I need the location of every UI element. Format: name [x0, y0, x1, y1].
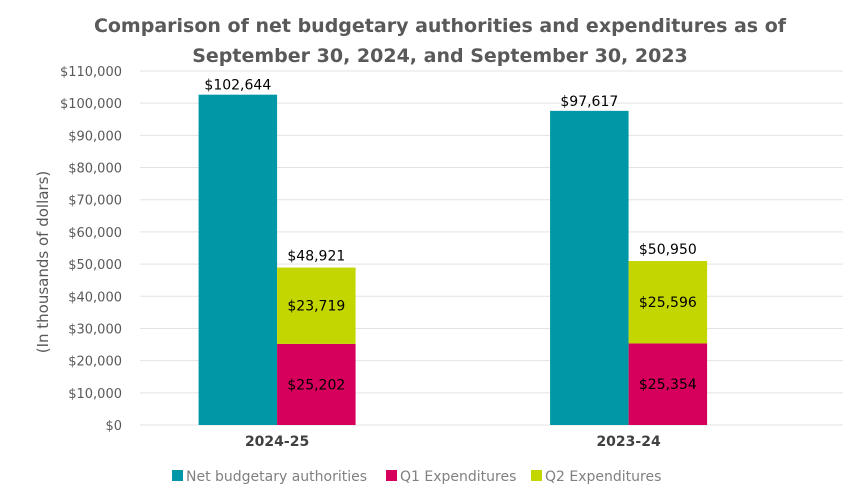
y-axis-ticks: $0 $10,000 $20,000 $30,000 $40,000 $50,000 $60…: [60, 65, 122, 434]
bar-q2-expenditures: [628, 261, 708, 344]
y-tick-label: $40,000: [68, 290, 122, 305]
data-label: $102,644: [204, 78, 271, 94]
y-tick-label: $100,000: [60, 97, 122, 112]
bar-q1-expenditures: [277, 343, 356, 425]
chart-title-line-1: Comparison of net budgetary authorities …: [94, 15, 787, 37]
x-axis-categories: 2024-25 2023-24: [245, 434, 661, 450]
data-label: $25,596: [639, 295, 697, 311]
legend-swatch: [172, 470, 183, 481]
y-tick-label: $20,000: [68, 355, 122, 370]
stack-total-label: $48,921: [287, 249, 345, 265]
data-labels: $102,644 $25,202 $23,719 $48,921 $97,617 $25,…: [204, 78, 696, 394]
y-tick-label: $80,000: [68, 162, 122, 177]
y-tick-label: $30,000: [68, 322, 122, 337]
bar-net-budgetary-authorities: [550, 110, 629, 426]
chart-title-line-2: September 30, 2024, and September 30, 20…: [192, 45, 688, 67]
legend-swatch: [531, 470, 542, 481]
data-label: $25,202: [287, 377, 345, 393]
data-label: $23,719: [287, 299, 345, 315]
stack-total-label: $50,950: [639, 242, 697, 258]
y-axis-label: (In thousands of dollars): [34, 171, 52, 354]
data-label: $97,617: [560, 94, 618, 110]
y-tick-label: $60,000: [68, 226, 122, 241]
bar-net-budgetary-authorities: [198, 94, 278, 425]
y-tick-label: $0: [105, 419, 122, 434]
y-tick-label: $70,000: [68, 194, 122, 209]
y-tick-label: $90,000: [68, 129, 122, 144]
y-tick-label: $110,000: [60, 65, 122, 80]
bar-q1-expenditures: [628, 343, 708, 425]
legend-swatch: [386, 470, 397, 481]
y-tick-label: $50,000: [68, 258, 122, 273]
legend-label: Q2 Expenditures: [545, 469, 661, 485]
x-category-label: 2023-24: [596, 434, 661, 450]
bars: [198, 94, 708, 426]
bar-q2-expenditures: [277, 267, 356, 344]
y-tick-label: $10,000: [68, 387, 122, 402]
legend: Net budgetary authorities Q1 Expenditures…: [172, 469, 661, 485]
legend-label: Net budgetary authorities: [186, 469, 367, 485]
legend-label: Q1 Expenditures: [400, 469, 516, 485]
x-category-label: 2024-25: [245, 434, 309, 450]
data-label: $25,354: [639, 377, 697, 393]
